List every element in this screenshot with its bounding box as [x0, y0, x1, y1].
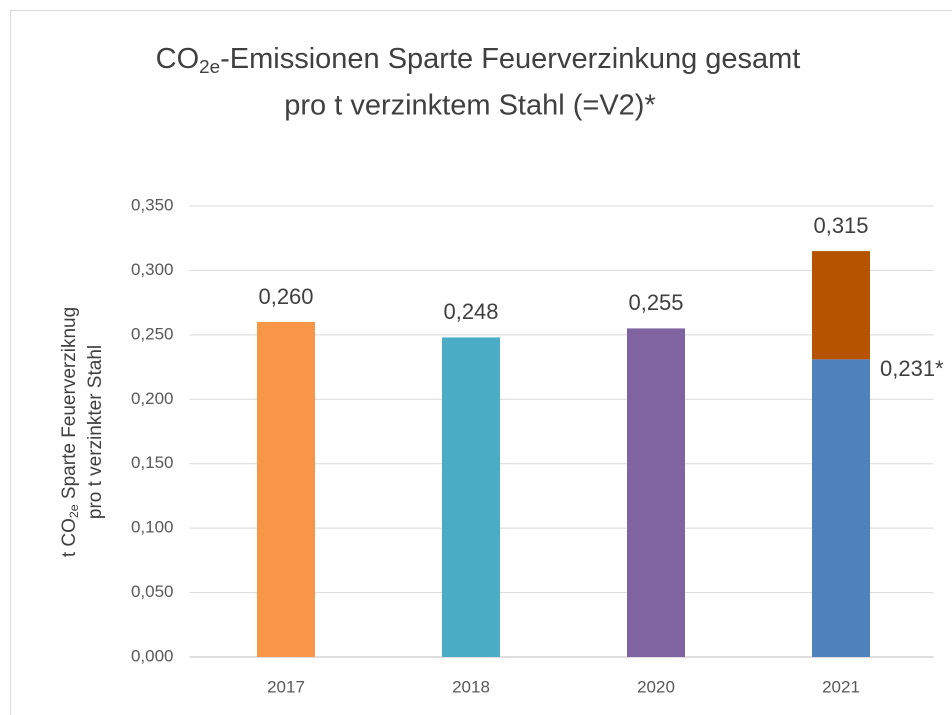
- y-tick-label: 0,300: [131, 260, 174, 279]
- data-label: 0,231*: [880, 356, 944, 381]
- bar-segment: [812, 251, 870, 360]
- data-label: 0,260: [258, 284, 313, 309]
- bar-segment: [627, 328, 685, 657]
- bar-segment: [257, 321, 315, 657]
- chart-title: pro t verzinktem Stahl (=V2)*: [284, 90, 656, 122]
- y-tick-label: 0,050: [131, 582, 174, 601]
- title-part: CO: [156, 43, 200, 75]
- y-tick-label: 0,250: [131, 324, 174, 343]
- chart-title: CO2e-Emissionen Sparte Feuerverzinkung g…: [156, 43, 801, 77]
- y-tick-label: 0,150: [131, 453, 174, 472]
- total-label: 0,315: [813, 213, 868, 238]
- bar-segment: [442, 337, 500, 657]
- x-tick-label: 2020: [637, 677, 675, 696]
- y-axis-title-line: t CO2e Sparte Feuerverziknug: [59, 307, 81, 557]
- y-label-subscript: 2e: [67, 504, 81, 518]
- data-label: 0,248: [443, 299, 498, 324]
- y-label-part: t CO: [59, 518, 80, 557]
- data-label: 0,255: [628, 290, 683, 315]
- y-tick-label: 0,000: [131, 646, 174, 665]
- y-tick-label: 0,100: [131, 518, 174, 537]
- x-tick-label: 2021: [822, 677, 860, 696]
- title-subscript: 2e: [199, 56, 220, 77]
- title-part: -Emissionen Sparte Feuerverzinkung gesam…: [220, 43, 800, 75]
- y-axis-title: t CO2e Sparte Feuerverziknug pro t verzi…: [59, 307, 106, 557]
- x-tick-label: 2018: [452, 677, 490, 696]
- bar-segment: [812, 359, 870, 657]
- y-label-part: Sparte Feuerverziknug: [59, 307, 80, 505]
- x-tick-label: 2017: [267, 677, 305, 696]
- y-tick-label: 0,350: [131, 195, 174, 214]
- y-axis-title-line: pro t verzinkter Stahl: [85, 345, 106, 519]
- y-tick-label: 0,200: [131, 389, 174, 408]
